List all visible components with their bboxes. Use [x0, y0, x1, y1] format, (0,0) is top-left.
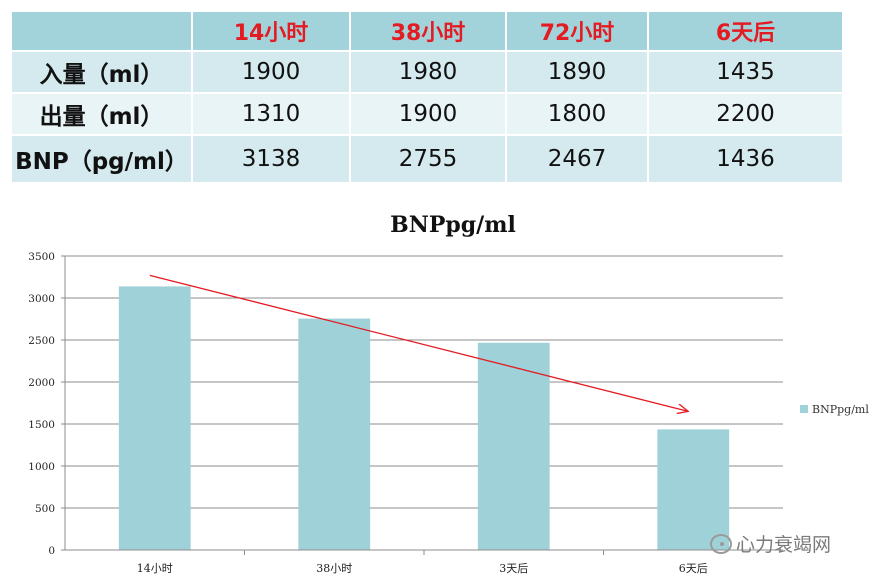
- table-row: 出量（ml） 1310 1900 1800 2200: [12, 93, 844, 136]
- y-axis-ticks: 0 500 1000 1500 2000 2500 3000 3500: [28, 251, 65, 557]
- bar: [477, 342, 550, 550]
- table-cell: 3138: [192, 135, 351, 184]
- table-cell: 1436: [648, 135, 844, 184]
- legend-label: BNPpg/ml: [812, 403, 869, 416]
- table-cell: 2200: [648, 93, 844, 136]
- bar: [298, 318, 371, 550]
- bar: [657, 429, 730, 550]
- y-tick-label: 500: [35, 503, 55, 515]
- table-header-cell: 6天后: [648, 12, 844, 52]
- x-tick-label: 14小时: [137, 562, 173, 575]
- table-row: BNP（pg/ml） 3138 2755 2467 1436: [12, 135, 844, 184]
- y-tick-label: 0: [48, 545, 55, 557]
- bars: [118, 286, 730, 550]
- y-tick-label: 2000: [28, 377, 55, 389]
- data-table: 14小时 38小时 72小时 6天后 入量（ml） 1900 1980 1890…: [12, 12, 844, 184]
- row-label: BNP（pg/ml）: [12, 135, 193, 184]
- wechat-icon: [710, 533, 732, 554]
- table-header-cell: [12, 12, 193, 52]
- table-cell: 1900: [192, 51, 351, 94]
- x-tick-label: 6天后: [679, 562, 708, 575]
- x-tick-label: 3天后: [499, 562, 528, 575]
- y-tick-label: 3000: [28, 293, 55, 305]
- table-cell: 1800: [506, 93, 649, 136]
- y-tick-label: 1500: [28, 419, 55, 431]
- table-header-cell: 72小时: [506, 12, 649, 52]
- table-header-cell: 14小时: [192, 12, 351, 52]
- table-cell: 1900: [350, 93, 507, 136]
- watermark: 心力衰竭网: [710, 530, 831, 557]
- x-tick-label: 38小时: [316, 562, 352, 575]
- y-tick-label: 3500: [28, 251, 55, 263]
- table-cell: 1890: [506, 51, 649, 94]
- y-tick-label: 2500: [28, 335, 55, 347]
- bar: [118, 286, 191, 550]
- table-cell: 1435: [648, 51, 844, 94]
- row-label: 出量（ml）: [12, 93, 193, 136]
- table-cell: 1980: [350, 51, 507, 94]
- chart-title: BNPpg/ml: [390, 212, 516, 238]
- bar-chart: BNPpg/ml 0 500 1000 1500 2000 2500 3000 3500 14…: [28, 212, 869, 575]
- table-cell: 1310: [192, 93, 351, 136]
- x-axis-ticks: 14小时 38小时 3天后 6天后: [137, 550, 708, 575]
- table-cell: 2755: [350, 135, 507, 184]
- row-label: 入量（ml）: [12, 51, 193, 94]
- table-header-cell: 38小时: [350, 12, 507, 52]
- legend-swatch: [800, 405, 808, 413]
- y-tick-label: 1000: [28, 461, 55, 473]
- legend: BNPpg/ml: [800, 403, 869, 416]
- table-row: 入量（ml） 1900 1980 1890 1435: [12, 51, 844, 94]
- trend-arrow: [149, 274, 689, 411]
- watermark-text: 心力衰竭网: [736, 534, 832, 556]
- table-cell: 2467: [506, 135, 649, 184]
- table-header-row: 14小时 38小时 72小时 6天后: [12, 12, 844, 52]
